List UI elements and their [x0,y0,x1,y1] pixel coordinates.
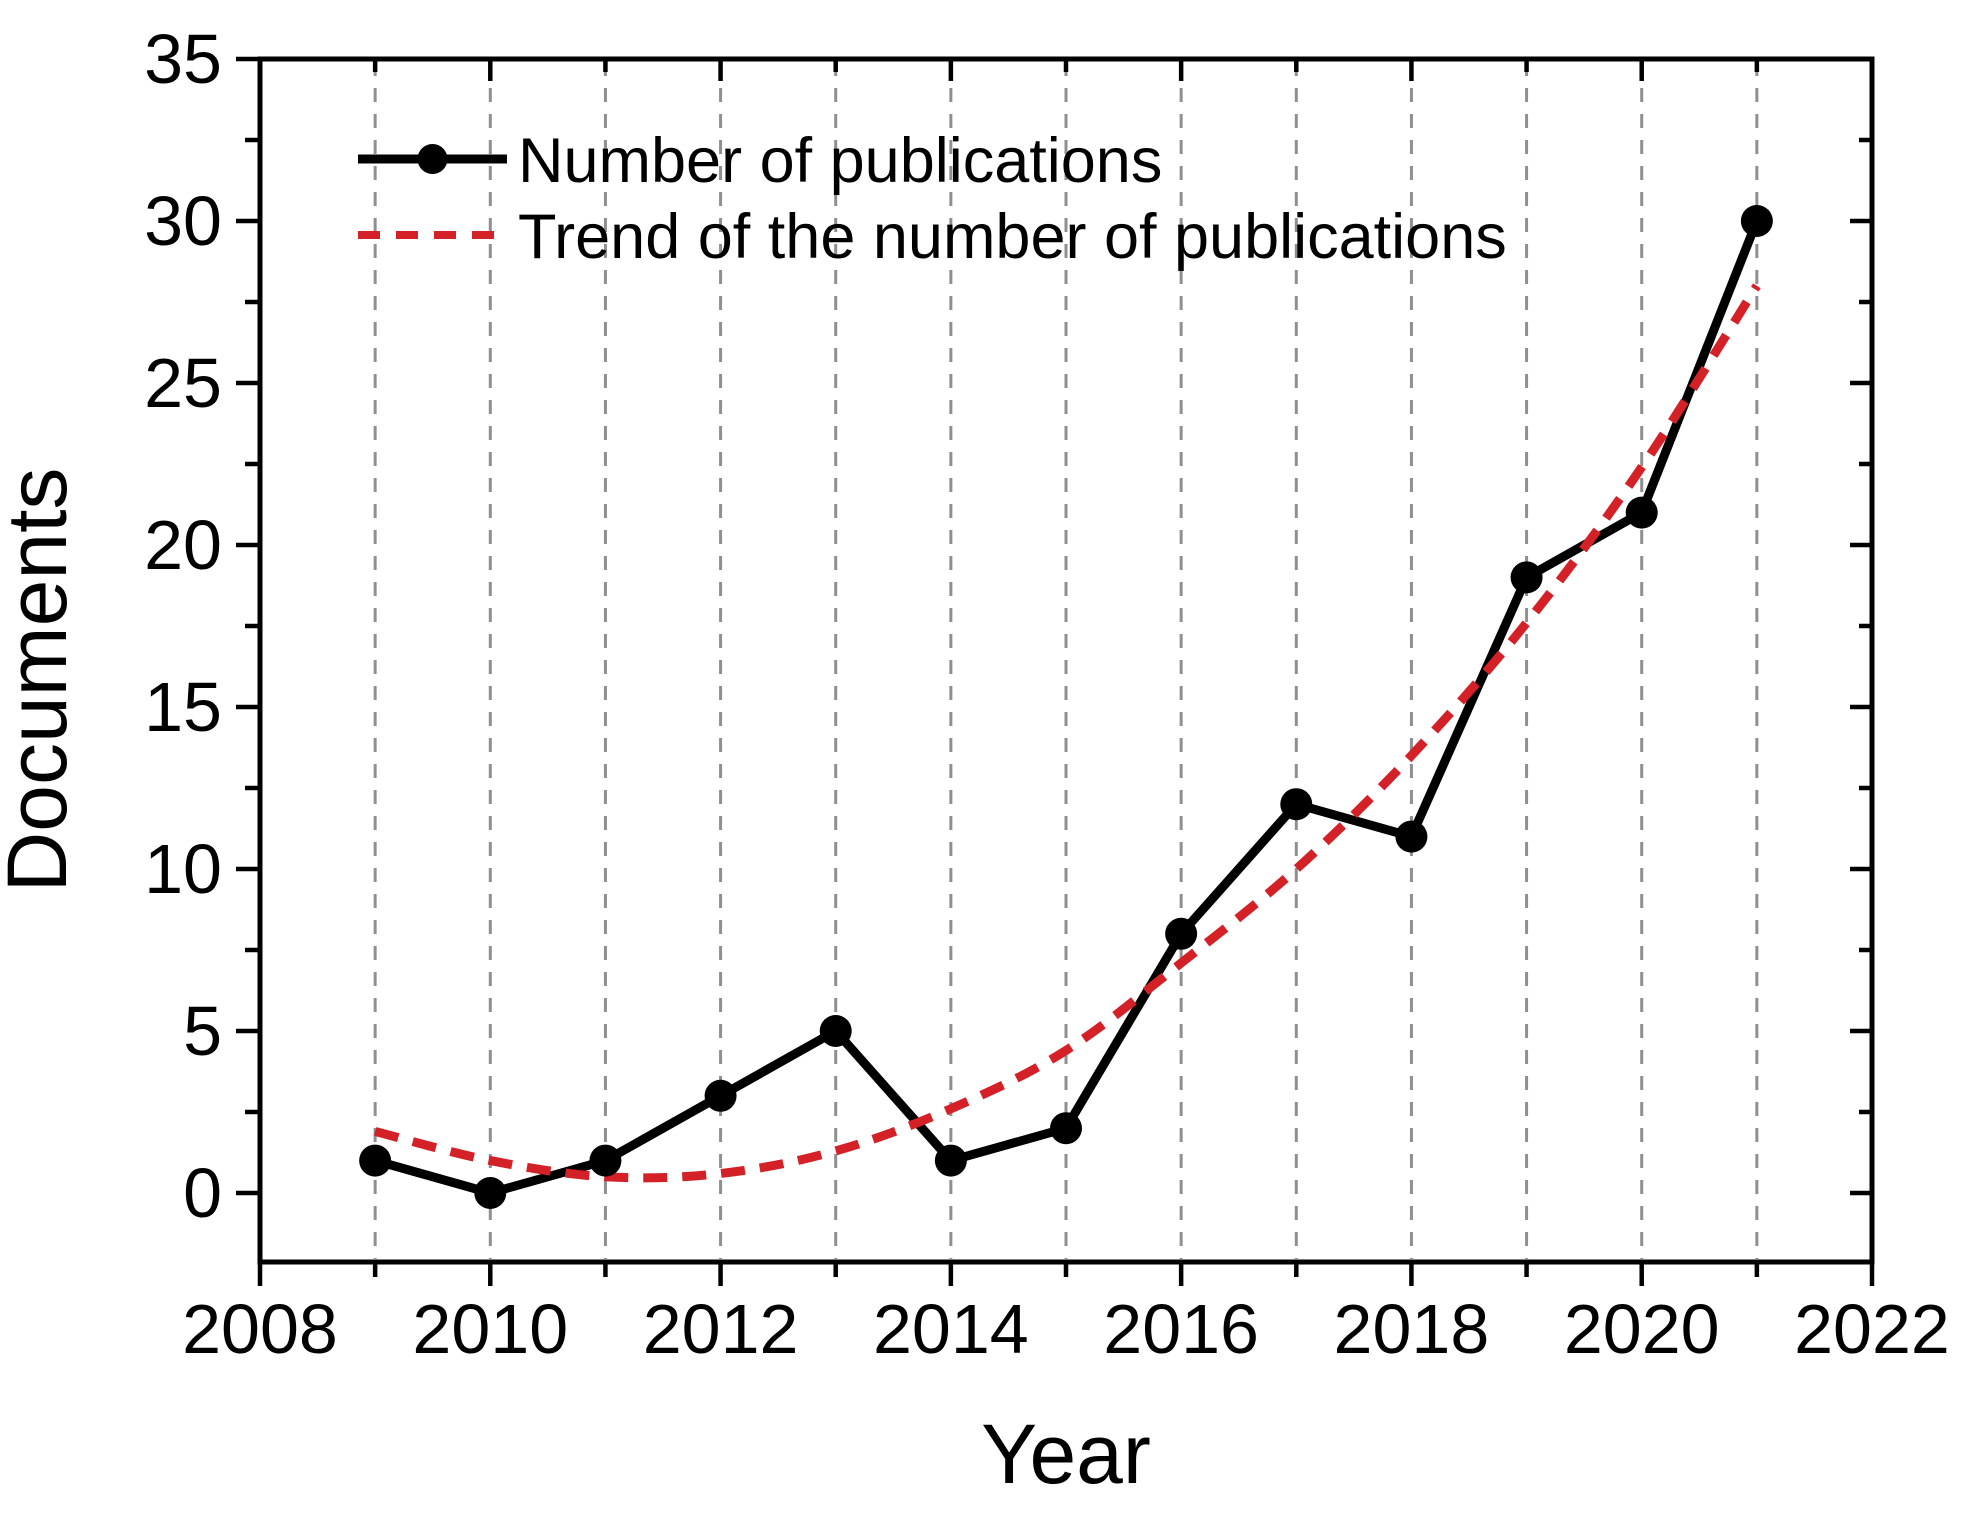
x-tick-label: 2012 [643,1290,799,1368]
x-tick-label: 2008 [182,1290,338,1368]
data-point-marker [1625,496,1658,529]
data-point-marker [1395,820,1428,853]
y-axis-title: Documents [0,468,84,893]
data-point-marker [1510,561,1543,594]
ticks-layer [236,56,1875,1286]
axis-titles-layer: Year Documents [0,468,1151,1501]
gridlines-layer [373,62,1759,1259]
x-tick-label: 2020 [1564,1290,1720,1368]
x-tick-label: 2016 [1103,1290,1259,1368]
y-tick-label: 35 [144,20,222,98]
legend-label-trend: Trend of the number of publications [518,202,1507,272]
y-tick-label: 5 [183,992,222,1070]
x-tick-label: 2018 [1334,1290,1490,1368]
legend-publications-marker-icon [417,144,448,174]
data-point-marker [359,1144,392,1177]
y-tick-label: 15 [144,668,222,746]
y-tick-label: 30 [144,182,222,260]
data-point-marker [1165,917,1198,950]
data-point-marker [704,1079,737,1112]
y-tick-label: 20 [144,506,222,584]
data-point-marker [1280,788,1313,821]
data-series-layer [359,204,1773,1209]
x-tick-label: 2014 [873,1290,1029,1368]
y-tick-label: 10 [144,830,222,908]
y-tick-label: 0 [183,1154,222,1232]
data-point-marker [589,1144,622,1177]
data-point-marker [934,1144,967,1177]
data-point-marker [474,1176,507,1209]
legend-label-publications: Number of publications [518,126,1162,196]
data-point-marker [819,1014,852,1047]
y-tick-label: 25 [144,344,222,422]
x-tick-label: 2010 [412,1290,568,1368]
trend-line [374,283,1761,1183]
data-point-marker [1050,1112,1082,1145]
x-tick-label: 2022 [1794,1290,1950,1368]
data-point-marker [1740,204,1773,237]
tick-labels-layer: 0 5 10 15 20 25 30 35 2008 2010 2012 2014 2016 2018 20… [144,20,1950,1368]
x-axis-title: Year [981,1407,1151,1501]
